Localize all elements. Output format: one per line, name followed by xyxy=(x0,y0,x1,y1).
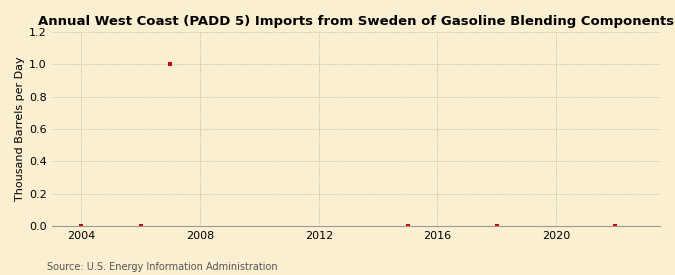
Y-axis label: Thousand Barrels per Day: Thousand Barrels per Day xyxy=(15,57,25,201)
Title: Annual West Coast (PADD 5) Imports from Sweden of Gasoline Blending Components: Annual West Coast (PADD 5) Imports from … xyxy=(38,15,674,28)
Text: Source: U.S. Energy Information Administration: Source: U.S. Energy Information Administ… xyxy=(47,262,278,272)
